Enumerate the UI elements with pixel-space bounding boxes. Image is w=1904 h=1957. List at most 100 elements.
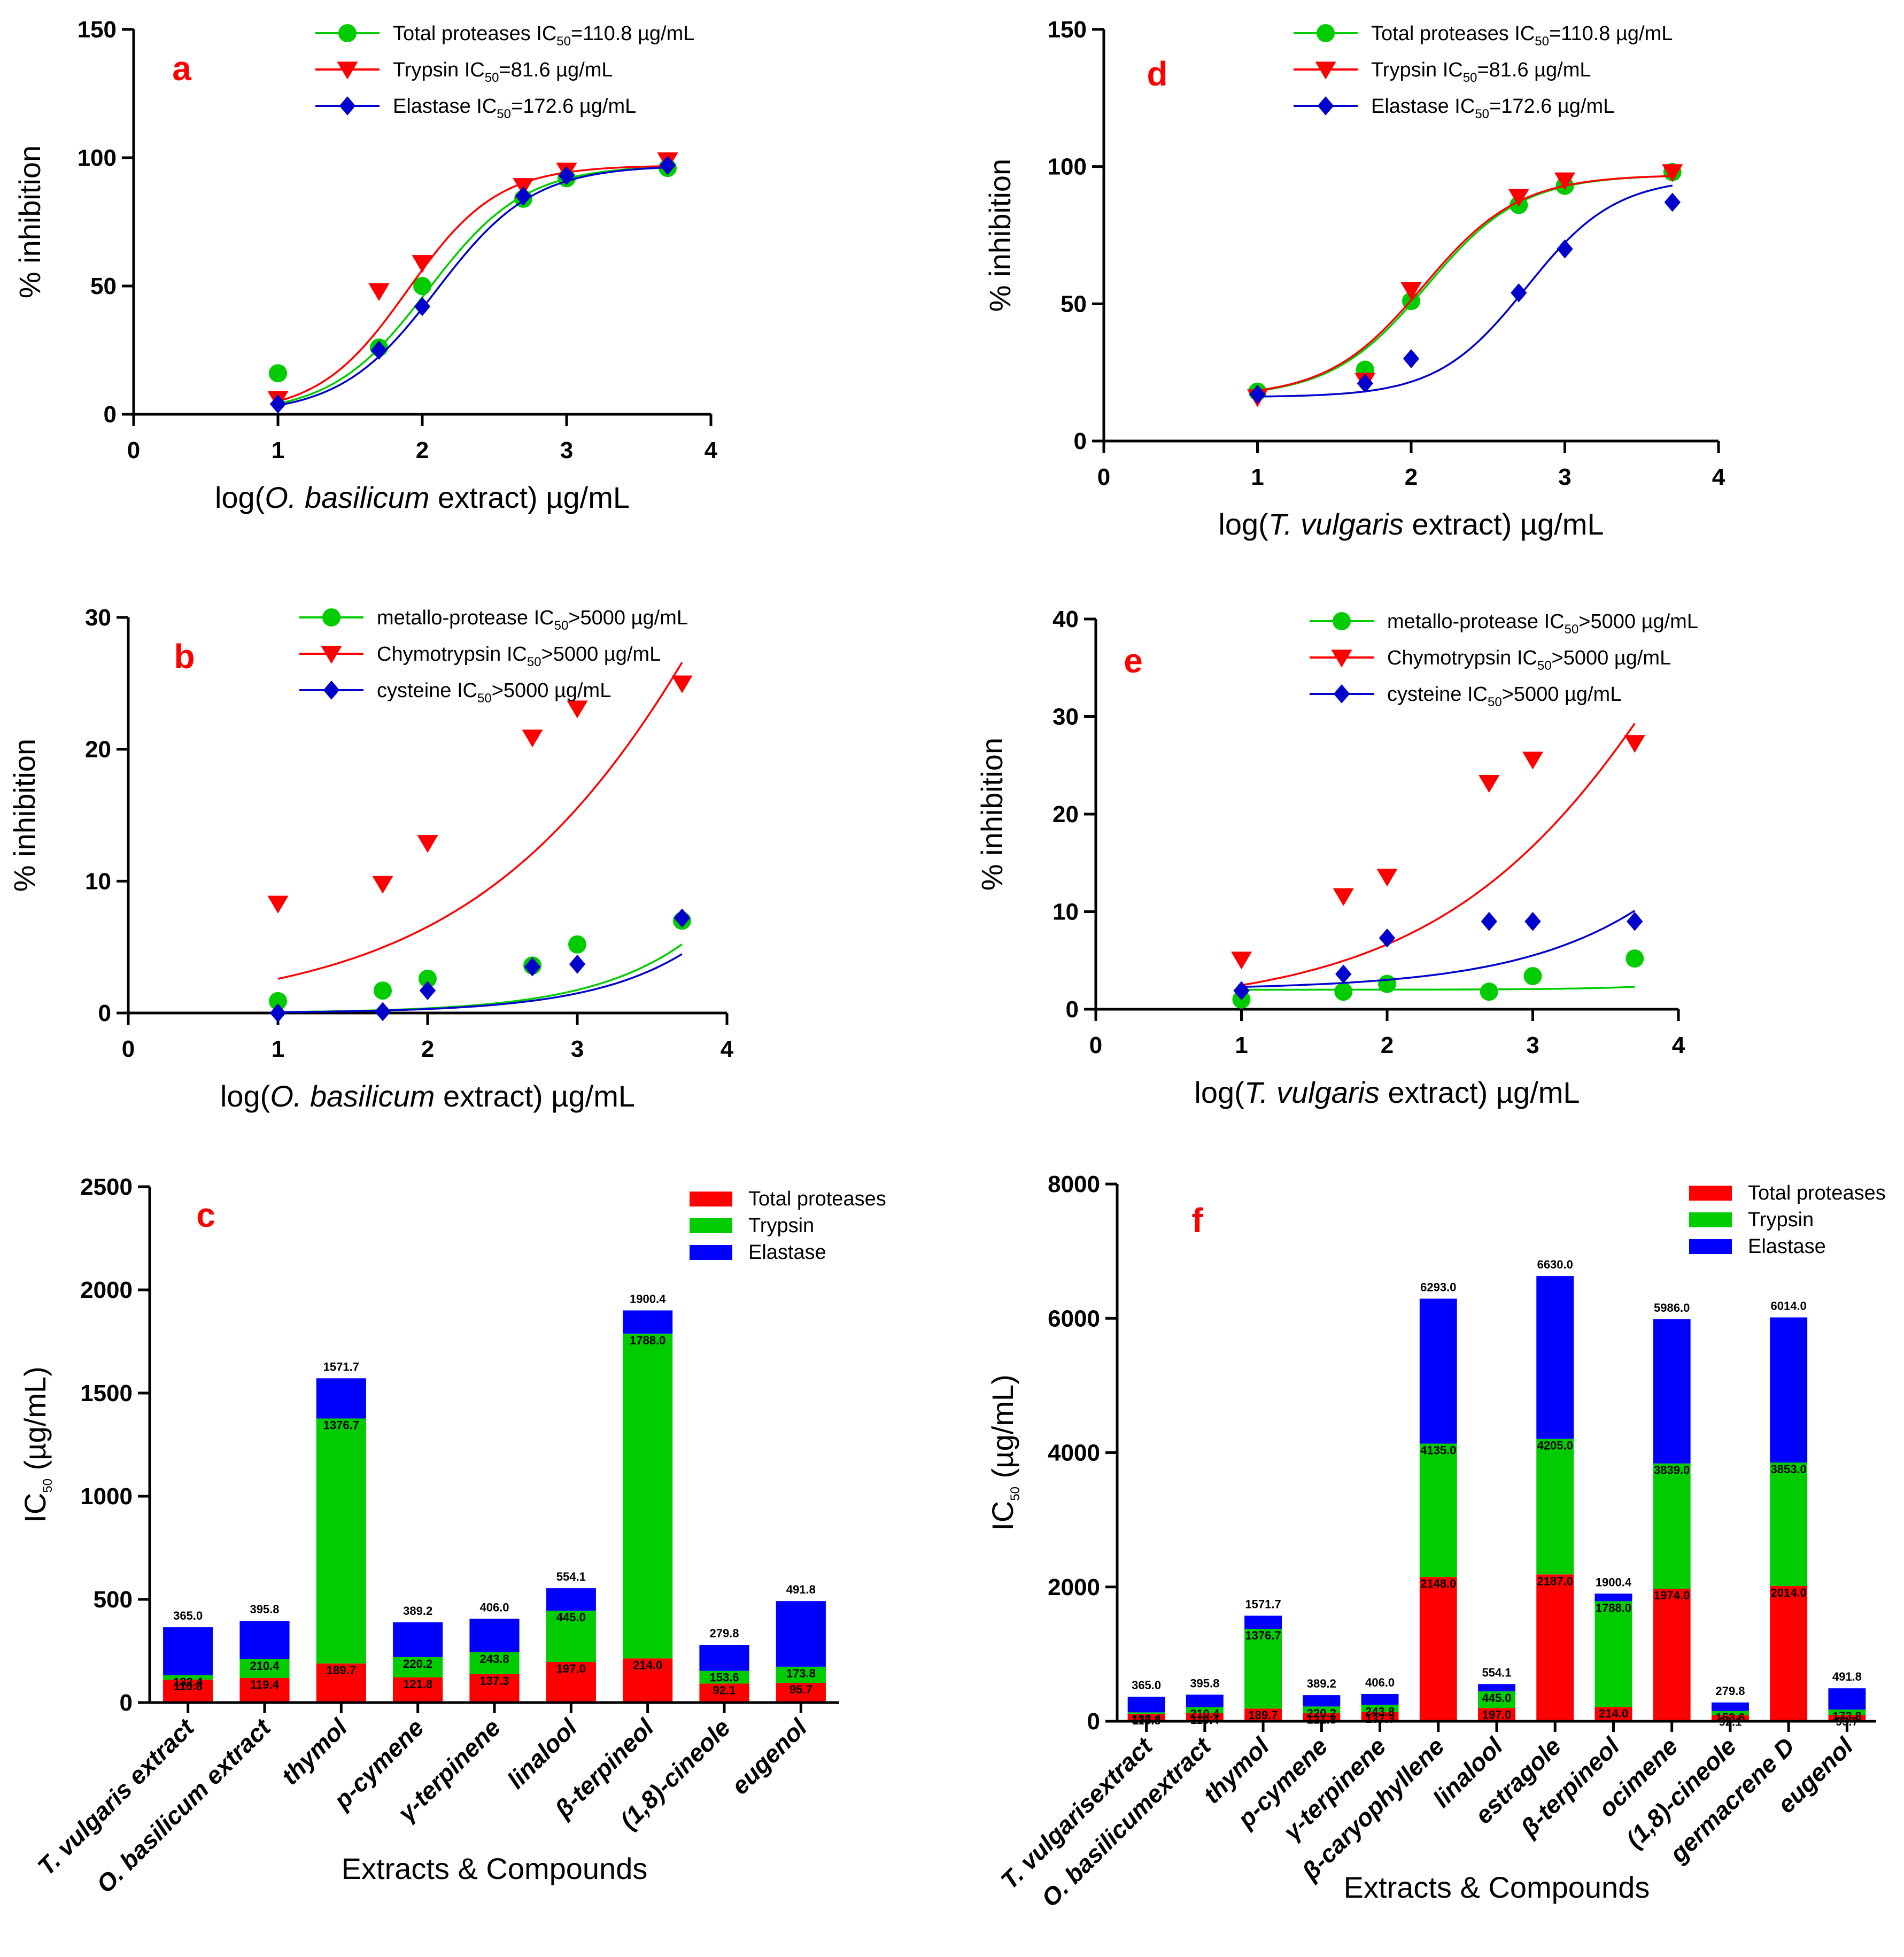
bar-data-label: 6293.0: [1420, 1280, 1456, 1294]
data-point: [1524, 911, 1541, 931]
bar-segment-trypsin: [1770, 1462, 1808, 1586]
data-point: [1627, 911, 1643, 931]
data-point: [374, 1002, 391, 1022]
bar-segment-total-proteases: [469, 1674, 520, 1703]
legend-swatch: [690, 1218, 732, 1233]
bar-data-label: 189.7: [327, 1664, 356, 1677]
x-tick-label: 1: [1235, 1032, 1248, 1058]
bar-data-label: 554.1: [1482, 1666, 1511, 1679]
bar-segment-total-proteases: [1244, 1708, 1282, 1721]
chart-panel-d: d 0 50 100 150 0 1 2 3 4 log(T. vulgaris extract) …: [983, 17, 1725, 541]
chart-panel-a: a 0 50 100 150 0 1 2 3 4 log(O. basilicum extract)…: [13, 17, 718, 514]
x-tick-label: 3: [560, 437, 573, 463]
bar-data-label: 365.0: [1132, 1678, 1161, 1692]
y-tick-label: 4000: [1048, 1440, 1100, 1466]
legend-marker: [339, 96, 356, 115]
bar-data-label: 119.4: [250, 1678, 280, 1691]
y-tick-label: 500: [94, 1587, 133, 1613]
panel-letter-f: f: [1191, 1201, 1203, 1240]
data-point: [1664, 192, 1681, 212]
bar-segment-trypsin: [1303, 1706, 1341, 1713]
bar-data-label: 2187.0: [1537, 1574, 1573, 1588]
legend-marker: [1333, 612, 1351, 630]
legend-label: metallo-protease IC50>5000 µg/mL: [377, 607, 688, 633]
bar-data-label: 214.0: [633, 1658, 662, 1672]
data-point: [412, 255, 433, 273]
legend-subscript: 50: [1537, 659, 1552, 673]
data-point: [419, 969, 437, 988]
legend-series-name: Trypsin IC: [393, 59, 485, 81]
bar-data-label: 220.2: [403, 1657, 432, 1670]
legend-series-name: cysteine IC: [377, 679, 477, 702]
legend-ic50-value: =110.8 µg/mL: [571, 22, 694, 45]
bar-segment-elastase: [699, 1644, 749, 1671]
bar-segment-elastase: [1770, 1317, 1808, 1463]
y-axis-title-subscript: 50: [1008, 1487, 1023, 1501]
x-axis-title: log(T. vulgaris extract) µg/mL: [1194, 1076, 1580, 1109]
data-point: [659, 156, 676, 175]
bar-segment-elastase: [1536, 1276, 1574, 1439]
data-point: [1662, 164, 1683, 182]
bar-data-label: 243.8: [479, 1652, 509, 1666]
legend-marker: [337, 61, 358, 80]
data-point: [1379, 928, 1396, 948]
y-tick-label: 10: [85, 868, 111, 894]
y-axis-title-unit: (µg/mL): [18, 1366, 52, 1479]
data-point: [1624, 735, 1645, 753]
y-tick-label: 6000: [1048, 1305, 1100, 1332]
legend-label: cysteine IC50>5000 µg/mL: [1387, 683, 1621, 709]
bar-data-label: 210.4: [250, 1659, 280, 1673]
x-tick-label: 2: [421, 1036, 434, 1062]
y-axis-title-unit: (µg/mL): [986, 1374, 1019, 1487]
bar-segment-total-proteases: [239, 1677, 290, 1703]
legend-ic50-value: =81.6 µg/mL: [1477, 59, 1591, 81]
bar-segment-trypsin: [1711, 1711, 1749, 1715]
y-tick-label: 1500: [80, 1380, 133, 1406]
legend-series-name: Elastase IC: [1371, 95, 1475, 118]
data-point: [524, 957, 541, 977]
bar-segment-total-proteases: [1303, 1713, 1341, 1721]
panel-letter-c: c: [196, 1196, 215, 1234]
y-tick-label: 10: [1052, 899, 1079, 925]
bar-data-label: 1974.0: [1654, 1589, 1690, 1602]
bar-segment-total-proteases: [1828, 1714, 1866, 1721]
x-tick-label: 0: [127, 437, 140, 463]
y-tick-label: 2500: [80, 1174, 133, 1200]
x-axis-title-suffix: extract) µg/mL: [429, 481, 630, 514]
y-tick-label: 100: [78, 145, 117, 171]
data-point: [414, 297, 431, 316]
bar-data-label: 406.0: [1365, 1676, 1395, 1689]
legend-swatch: [1689, 1186, 1732, 1201]
y-tick-label: 2000: [80, 1277, 133, 1303]
bar-segment-total-proteases: [1419, 1577, 1457, 1721]
data-point: [1557, 239, 1573, 259]
legend-marker: [1333, 684, 1350, 703]
data-point: [1523, 966, 1542, 985]
bar-data-label: 197.0: [1482, 1708, 1511, 1721]
x-tick-label: 0: [1097, 464, 1110, 490]
y-tick-label: 0: [1066, 996, 1079, 1023]
legend-label: Elastase: [748, 1241, 826, 1264]
legend-swatch: [1689, 1239, 1732, 1254]
bar-segment-elastase: [1478, 1684, 1515, 1692]
legend-label: Chymotrypsin IC50>5000 µg/mL: [1387, 647, 1671, 673]
x-axis-title-prefix: log(: [1218, 507, 1268, 541]
x-tick-label: 4: [1672, 1032, 1685, 1058]
x-axis-title-species: T. vulgaris: [1244, 1076, 1380, 1109]
y-tick-label: 1000: [80, 1483, 133, 1510]
y-tick-label: 150: [1048, 17, 1087, 43]
data-point: [368, 283, 390, 301]
bar-data-label: 1571.7: [323, 1360, 359, 1373]
x-axis-title: log(O. basilicum extract) µg/mL: [220, 1079, 635, 1113]
bar-segment-total-proteases: [699, 1683, 749, 1703]
bar-data-label: 2148.0: [1420, 1577, 1456, 1590]
bar-segment-elastase: [1419, 1298, 1457, 1444]
bar-segment-total-proteases: [1595, 1707, 1632, 1721]
bar-data-label: 365.0: [173, 1609, 203, 1622]
bar-segment-trypsin: [239, 1659, 290, 1678]
bar-data-label: 92.1: [713, 1683, 736, 1697]
data-point: [269, 1003, 287, 1023]
bar-segment-trypsin: [623, 1333, 673, 1659]
x-tick-label: 4: [705, 437, 718, 463]
data-point: [1335, 964, 1352, 984]
